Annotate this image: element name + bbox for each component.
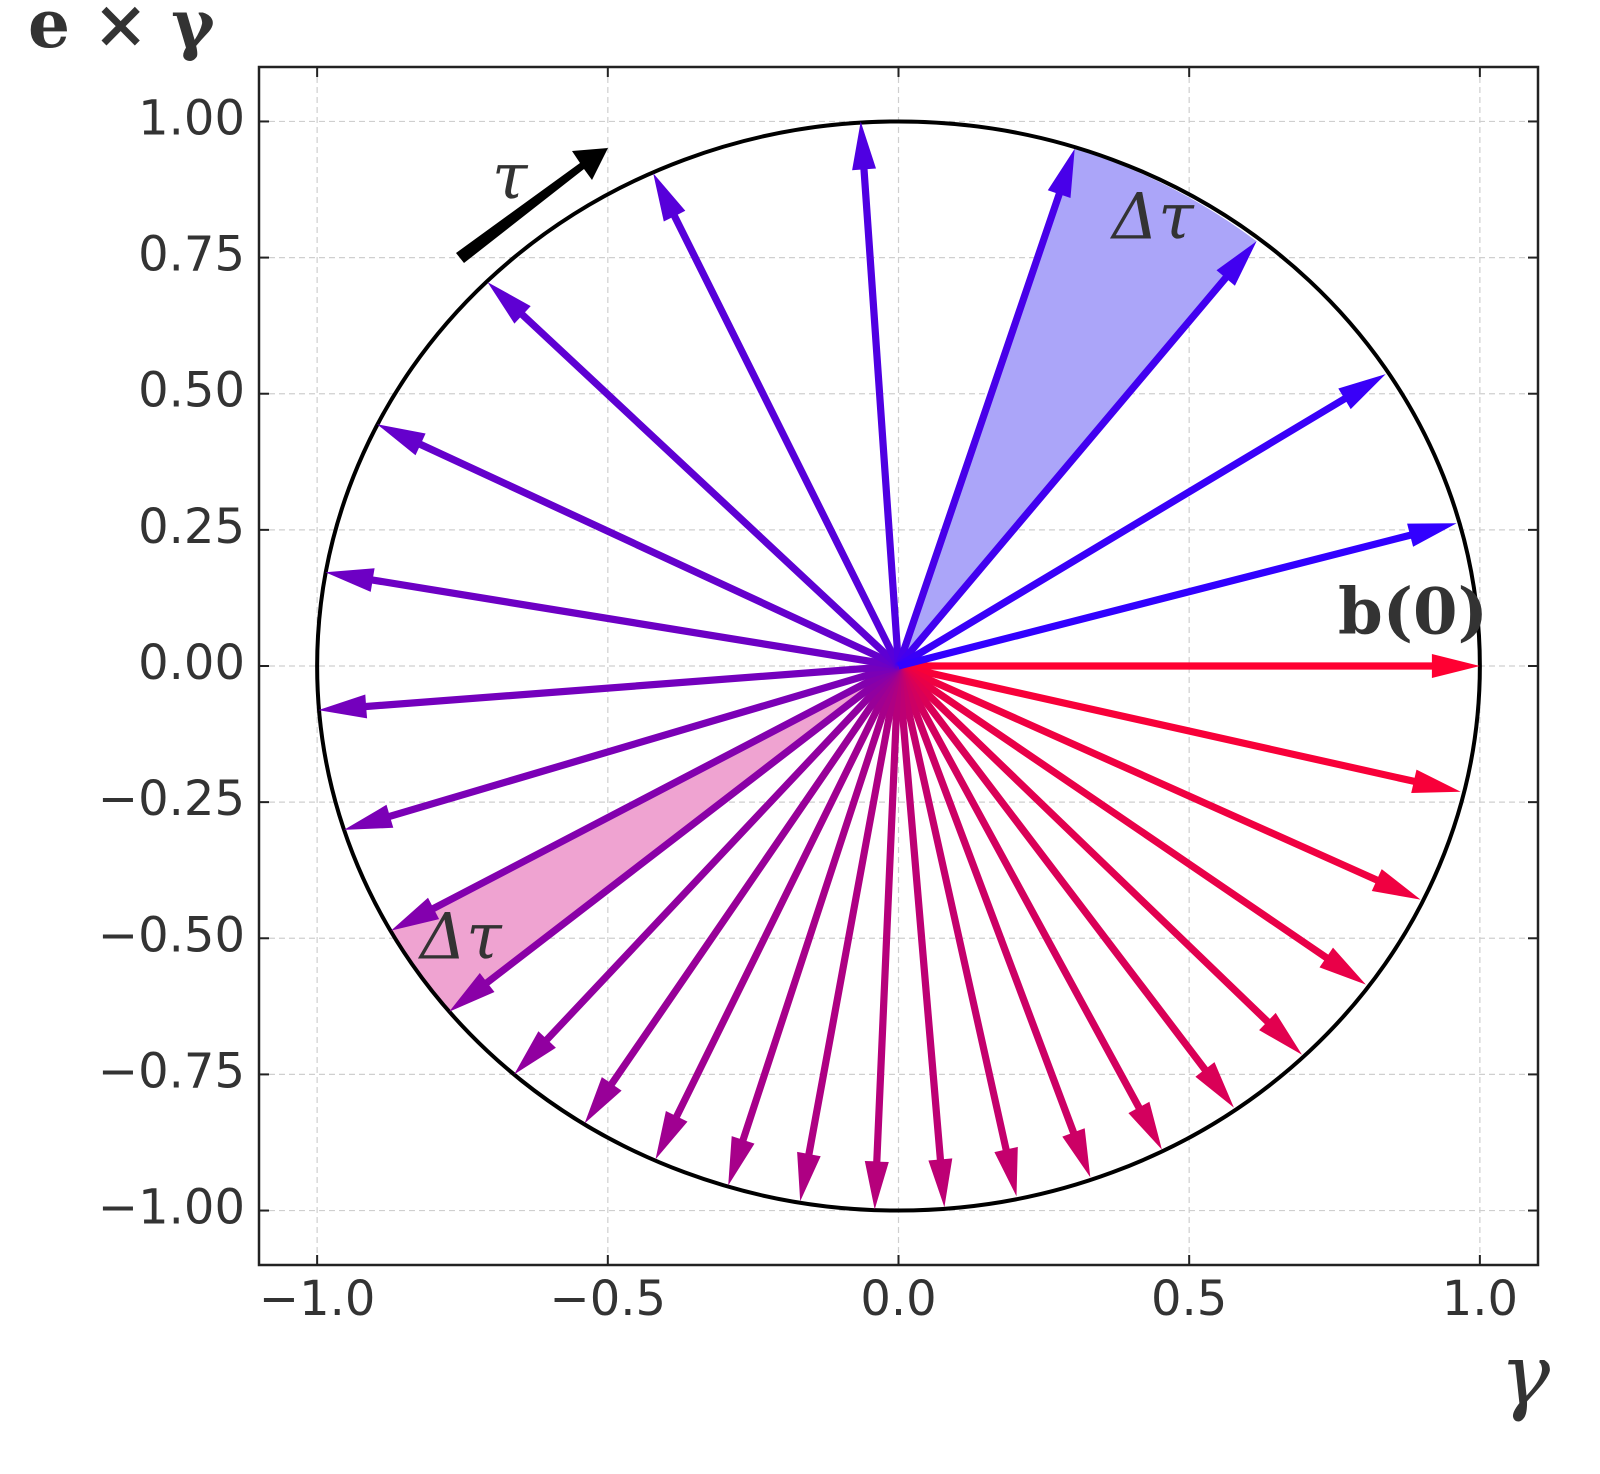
vector-arrow — [514, 663, 902, 1075]
vector-arrow — [895, 664, 1162, 1150]
y-tick-label: −1.00 — [98, 1180, 245, 1236]
vector-arrow — [896, 374, 1386, 670]
y-tick-label: −0.50 — [98, 907, 245, 963]
vector-arrow — [318, 662, 899, 719]
vector-arrow — [343, 662, 900, 830]
vector-arrow — [897, 523, 1457, 670]
x-tick-label: −1.0 — [259, 1271, 376, 1327]
vector-arrow — [449, 663, 901, 1012]
y-axis-label: e × γ — [28, 0, 215, 63]
annotation: τ — [492, 141, 529, 215]
vector-arrow — [896, 663, 1366, 985]
x-tick-label: 0.0 — [860, 1271, 936, 1327]
vector-arrow — [852, 121, 903, 667]
vector-arrow — [895, 664, 1091, 1178]
vector-arrow — [895, 665, 1018, 1197]
vector-arrow — [896, 663, 1302, 1055]
shaded-wedge — [390, 666, 899, 1012]
y-tick-label: 0.75 — [138, 227, 245, 283]
vector-arrow — [895, 148, 1075, 668]
vector-arrow — [487, 282, 901, 669]
plot-area — [315, 119, 1482, 1213]
annotation: b(0) — [1338, 575, 1488, 650]
vector-arrow — [864, 665, 903, 1210]
vector-arrow — [655, 664, 902, 1160]
vector-arrow — [653, 173, 902, 668]
x-tick-label: 1.0 — [1442, 1271, 1518, 1327]
vector-arrow — [728, 664, 902, 1186]
y-tick-label: 0.00 — [138, 635, 245, 691]
vector-arrow — [391, 662, 901, 931]
vector-arrow — [584, 664, 902, 1124]
y-tick-label: 0.25 — [138, 499, 245, 555]
y-tick-label: 1.00 — [138, 90, 245, 146]
vector-arrow — [797, 665, 902, 1202]
x-axis-label: γ — [1500, 1326, 1551, 1424]
annotation: Δτ — [417, 901, 503, 975]
vector-arrow — [898, 654, 1480, 678]
y-tick-label: −0.25 — [98, 771, 245, 827]
tau-arrow — [456, 148, 608, 263]
y-tick-label: 0.50 — [138, 363, 245, 419]
vector-arrow — [325, 568, 900, 670]
y-tick-label: −0.75 — [98, 1043, 245, 1099]
vector-arrow — [377, 424, 900, 670]
shaded-wedge — [898, 148, 1257, 666]
vector-arrow — [895, 663, 1234, 1108]
vector-arrow — [897, 662, 1461, 793]
annotation: Δτ — [1109, 181, 1195, 255]
x-tick-label: 0.5 — [1151, 1271, 1227, 1327]
vector-arrow — [897, 662, 1421, 900]
vector-arrow — [894, 665, 953, 1208]
x-tick-label: −0.5 — [550, 1271, 667, 1327]
vector-arrow — [895, 241, 1257, 669]
